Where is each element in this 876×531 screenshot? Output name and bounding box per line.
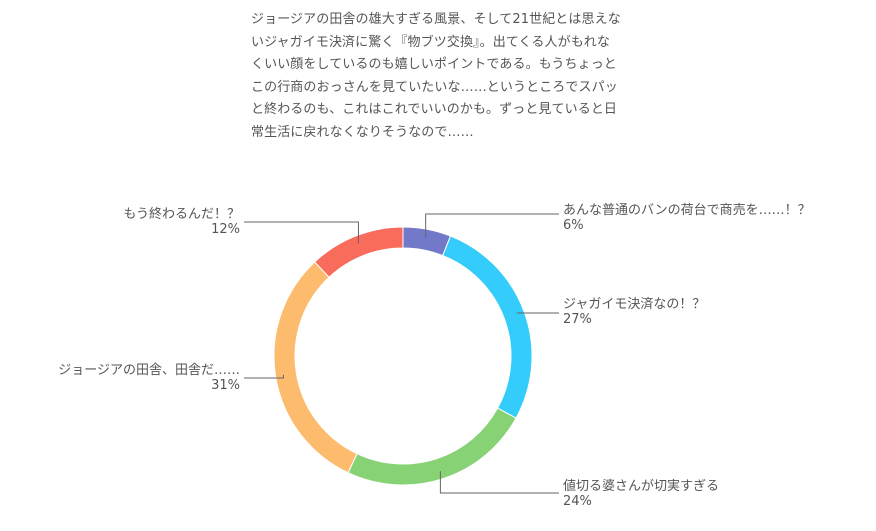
donut-slices [273, 226, 533, 486]
slice-label-1: あんな普通のバンの荷台で商売を……！？ [563, 202, 811, 218]
slice-value-4: 31% [211, 378, 240, 393]
slice-labels: あんな普通のバンの荷台で商売を……！？6% ジャガイモ決済なの！？27% 値切る婆さ… [58, 202, 810, 509]
leader-line-5 [244, 221, 359, 244]
slice-value-5: 12% [211, 222, 240, 237]
donut-slice-2 [442, 235, 533, 419]
slice-value-3: 24% [563, 494, 592, 509]
leader-line-1 [425, 213, 559, 238]
slice-value-2: 27% [563, 312, 592, 327]
slice-label-3: 値切る婆さんが切実すぎる [563, 478, 719, 494]
slice-label-5: もう終わるんだ！？ [123, 206, 240, 222]
donut-slice-3 [347, 407, 517, 486]
slice-label-2: ジャガイモ決済なの！？ [563, 296, 705, 312]
leader-line-4 [244, 374, 284, 379]
leader-line-3 [439, 471, 559, 494]
donut-slice-5 [313, 226, 404, 278]
slice-label-4: ジョージアの田舎、田舎だ…… [58, 363, 240, 378]
intro-paragraph: ジョージアの田舎の雄大すぎる風景、そして21世紀とは思えないジャガイモ決済に驚く… [251, 12, 621, 140]
donut-slice-1 [402, 226, 452, 257]
slice-value-1: 6% [563, 218, 584, 233]
donut-slice-4 [273, 261, 358, 474]
